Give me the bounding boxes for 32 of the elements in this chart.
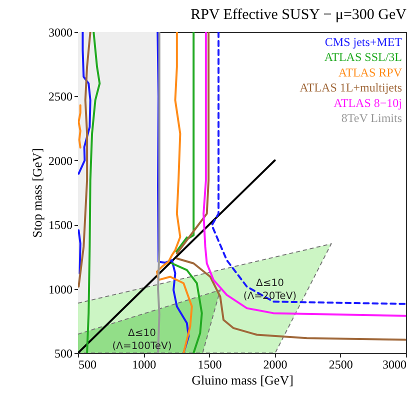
text: 8TeV Limits [341,111,402,125]
line-series [78,104,82,149]
x-tick-label: 2000 [263,358,288,372]
x-axis-title: Gluino mass [GeV] [192,372,294,388]
annotation: Δ≤10 [256,278,284,289]
line-series [86,32,101,353]
y-tick-label: 3000 [48,26,72,40]
text: ATLAS 8−10j [334,96,402,110]
x-tick-label: 2500 [328,358,353,372]
annotation: (Λ=100TeV) [112,341,172,352]
text: ATLAS SSL/3L [324,50,402,64]
line-series [78,32,92,288]
y-tick-label: 1000 [48,282,72,296]
x-tick-label: 1500 [198,358,222,372]
x-tick-label: 500 [78,358,96,372]
annotation: Δ≤10 [128,328,156,339]
text: CMS jets+MET [324,35,403,49]
line-series [176,258,406,341]
y-axis-title: Stop mass [GeV] [30,148,44,238]
y-tick-label: 2500 [48,90,72,104]
line-series [176,32,210,254]
x-tick-label: 1000 [132,358,156,372]
y-tick-label: 1500 [48,218,72,232]
line-series [170,262,203,353]
text: ATLAS 1L+multijets [300,80,402,95]
line-series [175,32,195,253]
line-series [78,32,92,175]
text: ATLAS RPV [338,65,402,80]
x-tick-label: 3000 [382,358,406,372]
y-tick-label: 2000 [48,154,72,168]
chart-title: RPV Effective SUSY − μ=300 GeV [190,7,407,23]
y-tick-label: 500 [54,346,72,360]
